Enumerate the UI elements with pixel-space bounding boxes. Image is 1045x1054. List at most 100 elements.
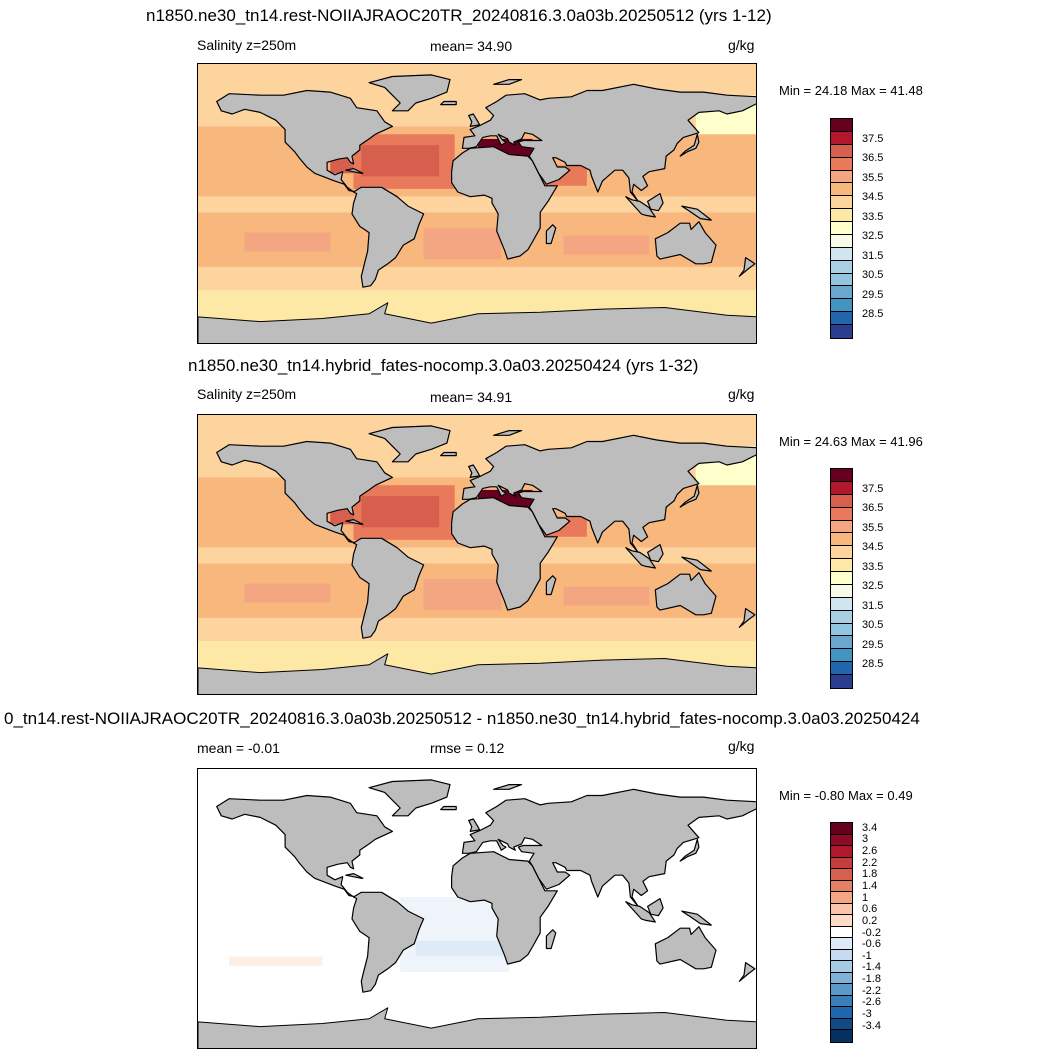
landmass-cuba	[345, 167, 364, 174]
colorbar-segment	[831, 247, 852, 261]
ocean-field-band	[563, 235, 650, 255]
world-map-svg	[198, 415, 756, 694]
colorbar-segment	[831, 520, 852, 534]
ocean-field-band	[423, 578, 502, 611]
landmass-newguinea	[681, 910, 712, 926]
world-map-svg	[198, 64, 756, 343]
colorbar-tick-label: 28.5	[862, 658, 884, 671]
colorbar-segment	[831, 675, 852, 688]
colorbar-tick-label: -2.6	[862, 996, 881, 1009]
colorbar-segment	[831, 170, 852, 184]
panel-3-minmax: Min = -0.80 Max = 0.49	[779, 788, 913, 803]
colorbar-segment	[831, 469, 852, 482]
colorbar-tick-label: 2.2	[862, 856, 878, 869]
panel-2-minmax: Min = 24.63 Max = 41.96	[779, 434, 923, 449]
landmass-japan	[679, 133, 700, 157]
colorbar-tick-label: 35.5	[862, 521, 884, 534]
panel-3-mean-label: mean = -0.01	[197, 740, 280, 756]
colorbar-segment	[831, 857, 852, 870]
colorbar-segment	[831, 961, 852, 973]
landmass-northamerica	[216, 89, 393, 193]
colorbar-tick-label: 35.5	[862, 171, 884, 184]
landmass-madagascar	[545, 929, 557, 950]
colorbar-tick-label: -3.4	[862, 1019, 881, 1032]
landmass-antarctica	[198, 653, 756, 694]
colorbar-segment	[831, 196, 852, 210]
world-map-svg	[198, 779, 756, 1048]
panel-3-units: g/kg	[728, 738, 755, 754]
colorbar-tick-label: 28.5	[862, 308, 884, 321]
colorbar-tick-label: 37.5	[862, 482, 884, 495]
colorbar-segment	[831, 1030, 852, 1042]
colorbar-segment	[831, 533, 852, 547]
ocean-field-band	[244, 232, 331, 252]
landmass-iceland	[440, 451, 457, 457]
ocean-field-band	[198, 547, 756, 564]
colorbar-segment	[831, 846, 852, 858]
landmass-indonesia1	[625, 901, 656, 923]
ocean-field-band	[563, 586, 650, 606]
colorbar-segment	[831, 926, 852, 939]
landmass-southamerica	[351, 891, 425, 993]
colorbar-segment	[831, 260, 852, 274]
colorbar-tick-label: 1.8	[862, 868, 878, 881]
colorbar-segment	[831, 209, 852, 222]
colorbar-segment	[831, 507, 852, 521]
landmass-indonesia2	[647, 898, 664, 917]
colorbar-tick-label: 31.5	[862, 249, 884, 262]
colorbar-segment	[831, 481, 852, 495]
colorbar-segment	[831, 915, 852, 927]
landmass-iceland	[440, 805, 457, 811]
colorbar-segment	[831, 938, 852, 950]
colorbar-segment	[831, 119, 852, 132]
colorbar-tick-label: 36.5	[862, 152, 884, 165]
ocean-field-band	[198, 266, 756, 291]
colorbar-tick-label: 32.5	[862, 230, 884, 243]
colorbar-segment	[831, 649, 852, 663]
landmass-svalbard	[493, 79, 523, 85]
panel-1-units: g/kg	[728, 37, 755, 53]
landmass-newzealand	[738, 608, 756, 628]
colorbar-segment	[831, 273, 852, 287]
colorbar-segment	[831, 286, 852, 300]
colorbar-segment	[831, 636, 852, 650]
colorbar-tick-label: 0.6	[862, 903, 878, 916]
panel-1-map	[197, 63, 757, 344]
landmass-japan	[679, 838, 700, 862]
landmass-antarctica	[198, 1007, 756, 1048]
colorbar-tick-label: -1.4	[862, 961, 881, 974]
colorbar-segment	[831, 299, 852, 313]
landmass-uk	[468, 818, 481, 833]
colorbar-segment	[831, 892, 852, 904]
landmass-indonesia1	[625, 547, 656, 569]
landmass-uk	[468, 113, 481, 128]
colorbar-segment	[831, 234, 852, 248]
colorbar-tick-label: 29.5	[862, 638, 884, 651]
colorbar-segment	[831, 880, 852, 893]
colorbar-segment	[831, 623, 852, 637]
colorbar-segment	[831, 903, 852, 916]
panel-1-title: n1850.ne30_tn14.rest-NOIIAJRAOC20TR_2024…	[146, 6, 772, 25]
colorbar-segment	[831, 546, 852, 560]
panel-2-colorbar	[830, 468, 853, 689]
landmass-newguinea	[681, 205, 712, 221]
landmass-africa	[451, 497, 558, 611]
landmass-indonesia2	[647, 544, 664, 563]
landmass-newzealand	[738, 257, 756, 277]
panel-3-title: 0_tn14.rest-NOIIAJRAOC20TR_20240816.3.0a…	[4, 709, 920, 728]
ocean-field-band	[244, 583, 331, 603]
colorbar-tick-label: 30.5	[862, 269, 884, 282]
colorbar-segment	[831, 584, 852, 598]
panel-3-rmse-label: rmse = 0.12	[430, 740, 505, 756]
landmass-australia	[654, 572, 717, 616]
colorbar-tick-label: 33.5	[862, 560, 884, 573]
colorbar-segment	[831, 823, 852, 835]
panel-2-units: g/kg	[728, 386, 755, 402]
landmass-southamerica	[351, 186, 425, 288]
landmass-uk	[468, 464, 481, 479]
colorbar-segment	[831, 572, 852, 585]
landmass-cuba	[345, 872, 364, 879]
landmass-greenland	[368, 425, 451, 463]
colorbar-segment	[831, 131, 852, 145]
colorbar-tick-label: -1	[862, 949, 872, 962]
